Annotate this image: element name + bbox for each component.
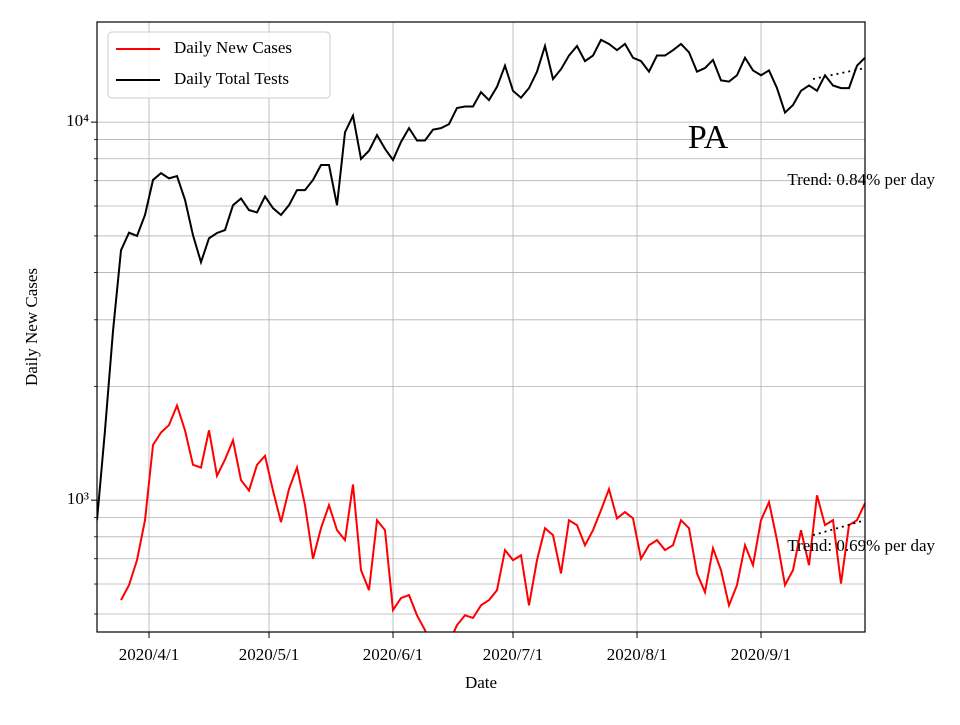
trend-annotation: Trend: 0.69% per day <box>787 536 935 555</box>
data-line <box>120 402 865 632</box>
grid <box>91 22 865 638</box>
legend-label: Daily New Cases <box>174 38 292 57</box>
x-tick-label: 2020/9/1 <box>731 645 791 664</box>
y-axis-label: Daily New Cases <box>22 268 41 386</box>
chart-title: PA <box>688 119 729 156</box>
x-tick-label: 2020/7/1 <box>483 645 543 664</box>
y-tick-label: 10⁴ <box>66 111 89 130</box>
x-tick-label: 2020/6/1 <box>363 645 423 664</box>
x-tick-label: 2020/5/1 <box>239 645 299 664</box>
trend-annotation: Trend: 0.84% per day <box>787 170 935 189</box>
x-tick-label: 2020/4/1 <box>119 645 179 664</box>
legend-box <box>107 31 331 99</box>
legend: Daily New Cases Daily Total Tests <box>107 31 331 99</box>
legend-label: Daily Total Tests <box>174 69 289 88</box>
y-tick-label: 10³ <box>67 489 89 508</box>
plot-area <box>97 38 865 632</box>
axes-frame <box>96 21 866 633</box>
x-tick-label: 2020/8/1 <box>607 645 667 664</box>
data-line <box>97 38 865 521</box>
x-axis-label: Date <box>465 673 497 692</box>
